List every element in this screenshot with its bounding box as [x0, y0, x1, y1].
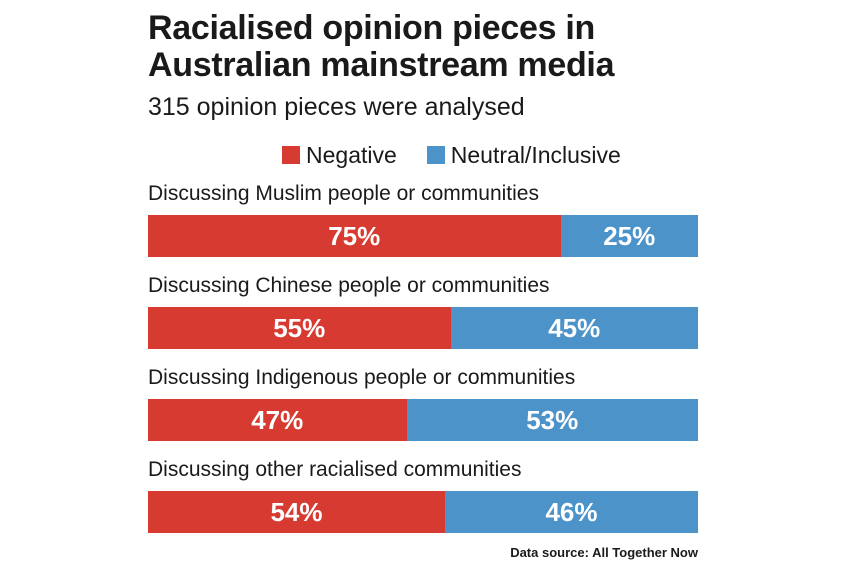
- legend-label-neutral-inclusive: Neutral/Inclusive: [450, 142, 621, 168]
- bar-segment-neutral-inclusive: 46%: [445, 491, 698, 533]
- bar-segment-neutral-inclusive: 53%: [406, 399, 698, 441]
- category-label: Discussing Indigenous people or communit…: [148, 366, 576, 389]
- bar-segment-neutral-inclusive: 25%: [560, 215, 698, 257]
- stacked-bar: 47% 53%: [148, 399, 698, 441]
- bar-segment-negative: 47%: [148, 399, 407, 441]
- legend-swatch-negative: [282, 146, 300, 164]
- data-source: Data source: All Together Now: [510, 545, 698, 560]
- legend-item-negative: Negative: [282, 141, 397, 169]
- legend-swatch-neutral-inclusive: [426, 146, 445, 164]
- category-label: Discussing other racialised communities: [148, 458, 522, 481]
- data-label: 54%: [270, 496, 323, 527]
- bar-segment-negative: 75%: [148, 215, 561, 257]
- bar-segment-negative: 54%: [148, 491, 445, 533]
- stacked-bar: 75% 25%: [148, 215, 698, 257]
- data-label: 53%: [526, 404, 579, 435]
- data-label: 46%: [545, 496, 598, 527]
- stacked-bar: 54% 46%: [148, 491, 698, 533]
- category-label: Discussing Muslim people or communities: [148, 182, 539, 205]
- data-label: 25%: [603, 220, 656, 251]
- bar-segment-negative: 55%: [148, 307, 451, 349]
- legend-label-negative: Negative: [306, 142, 397, 168]
- data-label: 55%: [273, 312, 326, 343]
- chart-subtitle: 315 opinion pieces were analysed: [148, 93, 525, 121]
- data-label: 75%: [328, 220, 381, 251]
- stacked-bar: 55% 45%: [148, 307, 698, 349]
- chart-legend: Negative Neutral/Inclusive: [282, 141, 621, 169]
- bar-segment-neutral-inclusive: 45%: [450, 307, 698, 349]
- category-label: Discussing Chinese people or communities: [148, 274, 550, 297]
- chart-title: Racialised opinion pieces in Australian …: [148, 9, 615, 84]
- data-label: 45%: [548, 312, 601, 343]
- data-label: 47%: [251, 404, 304, 435]
- legend-item-neutral-inclusive: Neutral/Inclusive: [426, 141, 621, 169]
